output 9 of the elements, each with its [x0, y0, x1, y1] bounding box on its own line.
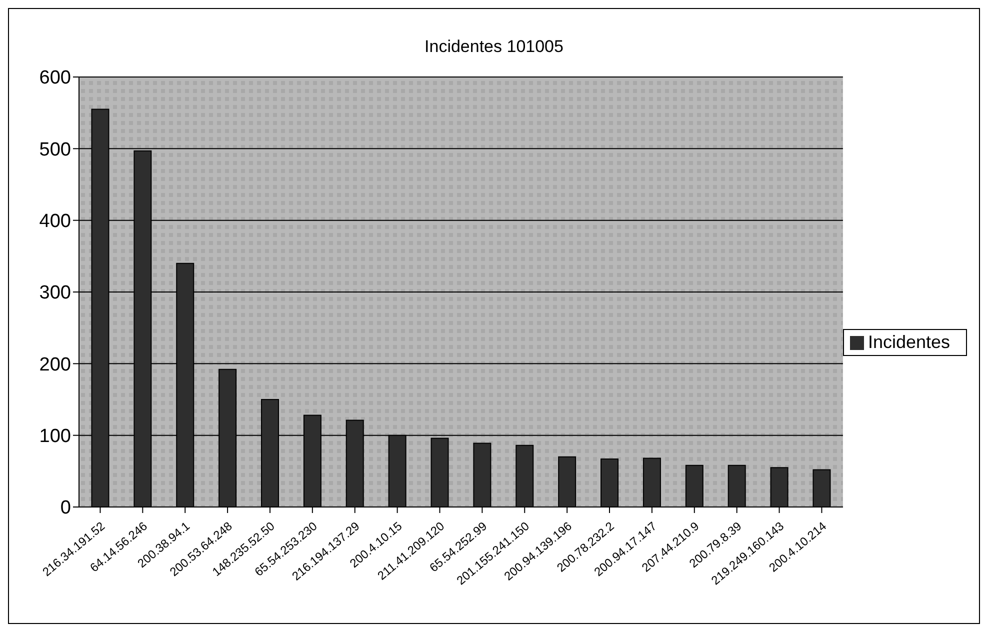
chart-title: Incidentes 101005	[424, 37, 564, 57]
y-tick-label: 500	[39, 139, 71, 160]
y-tick-label: 400	[39, 211, 71, 232]
y-tick-label: 200	[39, 354, 71, 376]
y-tick-label: 0	[60, 498, 71, 519]
y-tick-label: 100	[39, 426, 71, 448]
y-tick-label: 300	[39, 282, 71, 304]
legend-label: Incidentes	[868, 332, 950, 352]
y-tick-label: 600	[39, 68, 71, 89]
